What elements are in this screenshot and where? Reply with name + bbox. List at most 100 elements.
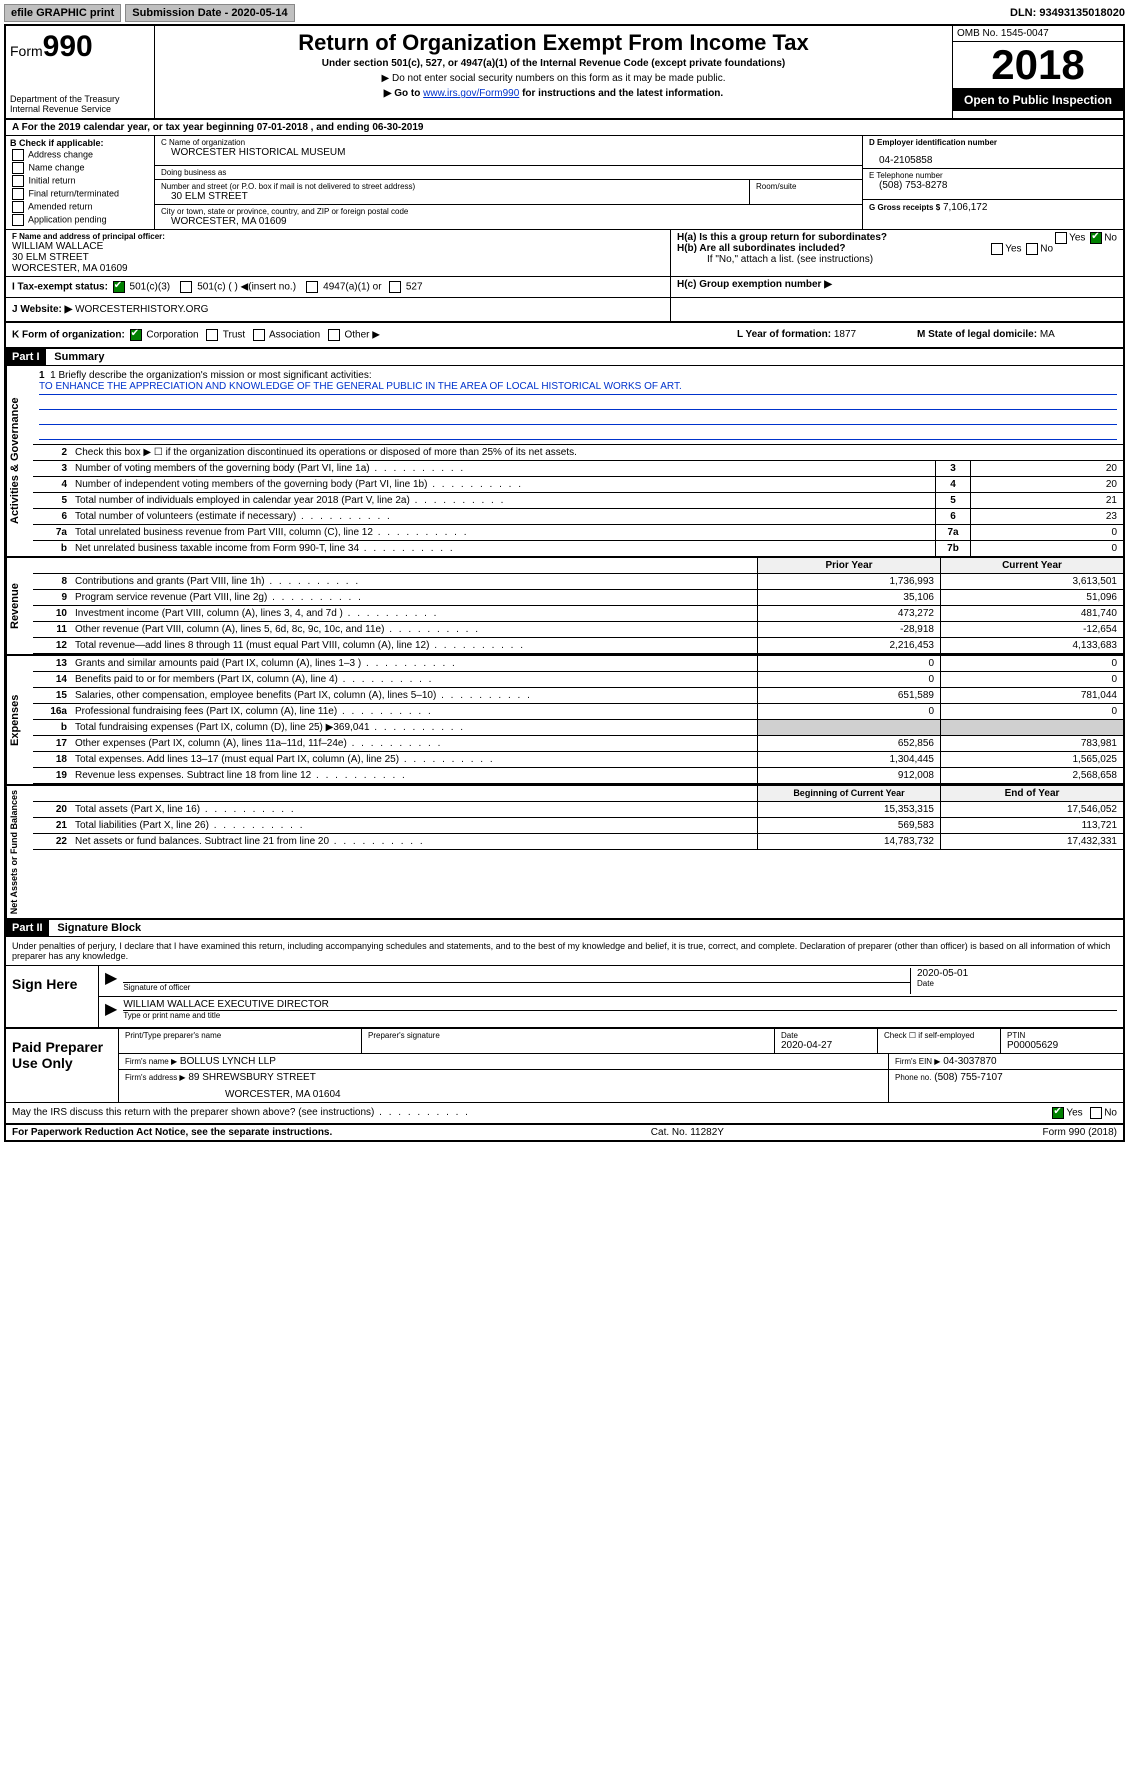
prior-year-header: Prior Year [757, 558, 940, 573]
note-ssn: ▶ Do not enter social security numbers o… [159, 73, 948, 84]
pra-notice: For Paperwork Reduction Act Notice, see … [12, 1127, 332, 1138]
form-title: Return of Organization Exempt From Incom… [159, 30, 948, 56]
firm-addr1: 89 SHREWSBURY STREET [188, 1072, 315, 1083]
submission-button[interactable]: Submission Date - 2020-05-14 [125, 4, 294, 22]
line-18: 18 Total expenses. Add lines 13–17 (must… [33, 752, 1123, 768]
city-label: City or town, state or province, country… [161, 207, 856, 216]
dln-label: DLN: 93493135018020 [1010, 7, 1125, 19]
line-14: 14 Benefits paid to or for members (Part… [33, 672, 1123, 688]
header: Form990 Department of the Treasury Inter… [6, 26, 1123, 120]
line-b: b Total fundraising expenses (Part IX, c… [33, 720, 1123, 736]
prep-check-label: Check ☐ if self-employed [884, 1031, 994, 1040]
discuss-text: May the IRS discuss this return with the… [12, 1107, 1050, 1119]
part2-header-row: Part II Signature Block [6, 920, 1123, 937]
section-klm: K Form of organization: Corporation Trus… [6, 323, 1123, 349]
line-6: 6 Total number of volunteers (estimate i… [33, 509, 1123, 525]
prep-date-label: Date [781, 1031, 871, 1040]
revenue-section: Revenue Prior Year Current Year 8 Contri… [6, 558, 1123, 656]
f-label: F Name and address of principal officer: [12, 232, 664, 241]
part1-badge: Part I [6, 349, 46, 365]
line-10: 10 Investment income (Part VIII, column … [33, 606, 1123, 622]
chk-corp[interactable] [130, 329, 142, 341]
d-ein-value: 04-2105858 [869, 155, 1117, 166]
chk-amended[interactable]: Amended return [10, 201, 150, 213]
k-label: K Form of organization: [12, 330, 125, 341]
section-bcdefg: B Check if applicable: Address change Na… [6, 136, 1123, 230]
sign-here-section: Sign Here ▶ Signature of officer 2020-05… [6, 966, 1123, 1029]
side-revenue: Revenue [6, 558, 33, 654]
discuss-yes[interactable] [1052, 1107, 1064, 1119]
sig-date: 2020-05-01 [917, 968, 1117, 979]
prep-sig-label: Preparer's signature [368, 1031, 768, 1040]
chk-other[interactable] [328, 329, 340, 341]
section-j-web: J Website: ▶ WORCESTERHISTORY.ORG [6, 298, 1123, 323]
form-ref: Form 990 (2018) [1043, 1127, 1117, 1138]
line-15: 15 Salaries, other compensation, employe… [33, 688, 1123, 704]
ptin-label: PTIN [1007, 1031, 1117, 1040]
line-7a: 7a Total unrelated business revenue from… [33, 525, 1123, 541]
chk-501c[interactable] [180, 281, 192, 293]
prep-date: 2020-04-27 [781, 1040, 871, 1051]
begin-year-header: Beginning of Current Year [757, 786, 940, 801]
ha-row: H(a) Is this a group return for subordin… [677, 232, 1117, 243]
irs-link[interactable]: www.irs.gov/Form990 [423, 88, 519, 99]
chk-address-change[interactable]: Address change [10, 149, 150, 161]
sign-here-label: Sign Here [6, 966, 99, 1027]
line-4: 4 Number of independent voting members o… [33, 477, 1123, 493]
f-officer-name: WILLIAM WALLACE [12, 241, 664, 252]
paid-preparer-section: Paid Preparer Use Only Print/Type prepar… [6, 1029, 1123, 1103]
line-9: 9 Program service revenue (Part VIII, li… [33, 590, 1123, 606]
line-13: 13 Grants and similar amounts paid (Part… [33, 656, 1123, 672]
b-label: B Check if applicable: [10, 138, 150, 148]
chk-trust[interactable] [206, 329, 218, 341]
line2-text: Check this box ▶ ☐ if the organization d… [71, 445, 1123, 460]
netassets-section: Net Assets or Fund Balances Beginning of… [6, 786, 1123, 920]
end-year-header: End of Year [940, 786, 1123, 801]
e-phone-value: (508) 753-8278 [869, 180, 1117, 191]
line-8: 8 Contributions and grants (Part VIII, l… [33, 574, 1123, 590]
firm-addr-label: Firm's address ▶ [125, 1073, 186, 1082]
prep-name-label: Print/Type preparer's name [125, 1031, 355, 1040]
blank-line [39, 395, 1117, 410]
mission-text: TO ENHANCE THE APPRECIATION AND KNOWLEDG… [39, 381, 1117, 395]
chk-name-change[interactable]: Name change [10, 162, 150, 174]
row-a-period: A For the 2019 calendar year, or tax yea… [6, 120, 1123, 136]
chk-initial-return[interactable]: Initial return [10, 175, 150, 187]
form-subtitle: Under section 501(c), 527, or 4947(a)(1)… [159, 58, 948, 69]
chk-527[interactable] [389, 281, 401, 293]
section-i-tax: I Tax-exempt status: 501(c)(3) 501(c) ( … [6, 277, 1123, 298]
hb-note: If "No," attach a list. (see instruction… [677, 254, 1117, 265]
firm-phone-label: Phone no. [895, 1073, 931, 1082]
firm-ein-label: Firm's EIN ▶ [895, 1057, 940, 1066]
chk-501c3[interactable] [113, 281, 125, 293]
col-b-checkboxes: B Check if applicable: Address change Na… [6, 136, 155, 229]
mission-label: 1 1 Briefly describe the organization's … [39, 370, 1117, 381]
line-11: 11 Other revenue (Part VIII, column (A),… [33, 622, 1123, 638]
firm-addr2: WORCESTER, MA 01604 [125, 1083, 882, 1100]
col-de: D Employer identification number 04-2105… [862, 136, 1123, 229]
sig-date-label: Date [917, 979, 1117, 988]
line-3: 3 Number of voting members of the govern… [33, 461, 1123, 477]
m-label: M State of legal domicile: [917, 329, 1037, 340]
dba-label: Doing business as [161, 168, 856, 177]
firm-name: BOLLUS LYNCH LLP [180, 1056, 276, 1067]
line-17: 17 Other expenses (Part IX, column (A), … [33, 736, 1123, 752]
hb-row: H(b) Are all subordinates included? Yes … [677, 243, 1117, 254]
chk-4947[interactable] [306, 281, 318, 293]
efile-button[interactable]: efile GRAPHIC print [4, 4, 121, 22]
g-gross-value: 7,106,172 [943, 202, 988, 213]
d-ein-label: D Employer identification number [869, 138, 1117, 147]
line-12: 12 Total revenue—add lines 8 through 11 … [33, 638, 1123, 654]
chk-final-return[interactable]: Final return/terminated [10, 188, 150, 200]
hc-label: H(c) Group exemption number ▶ [677, 279, 832, 290]
chk-app-pending[interactable]: Application pending [10, 214, 150, 226]
l-year: 1877 [834, 329, 856, 340]
line-16a: 16a Professional fundraising fees (Part … [33, 704, 1123, 720]
line-b: b Net unrelated business taxable income … [33, 541, 1123, 556]
perjury-text: Under penalties of perjury, I declare th… [6, 937, 1123, 966]
discuss-no[interactable] [1090, 1107, 1102, 1119]
ptin-value: P00005629 [1007, 1040, 1117, 1051]
l-label: L Year of formation: [737, 329, 831, 340]
chk-assoc[interactable] [253, 329, 265, 341]
blank-line [39, 410, 1117, 425]
